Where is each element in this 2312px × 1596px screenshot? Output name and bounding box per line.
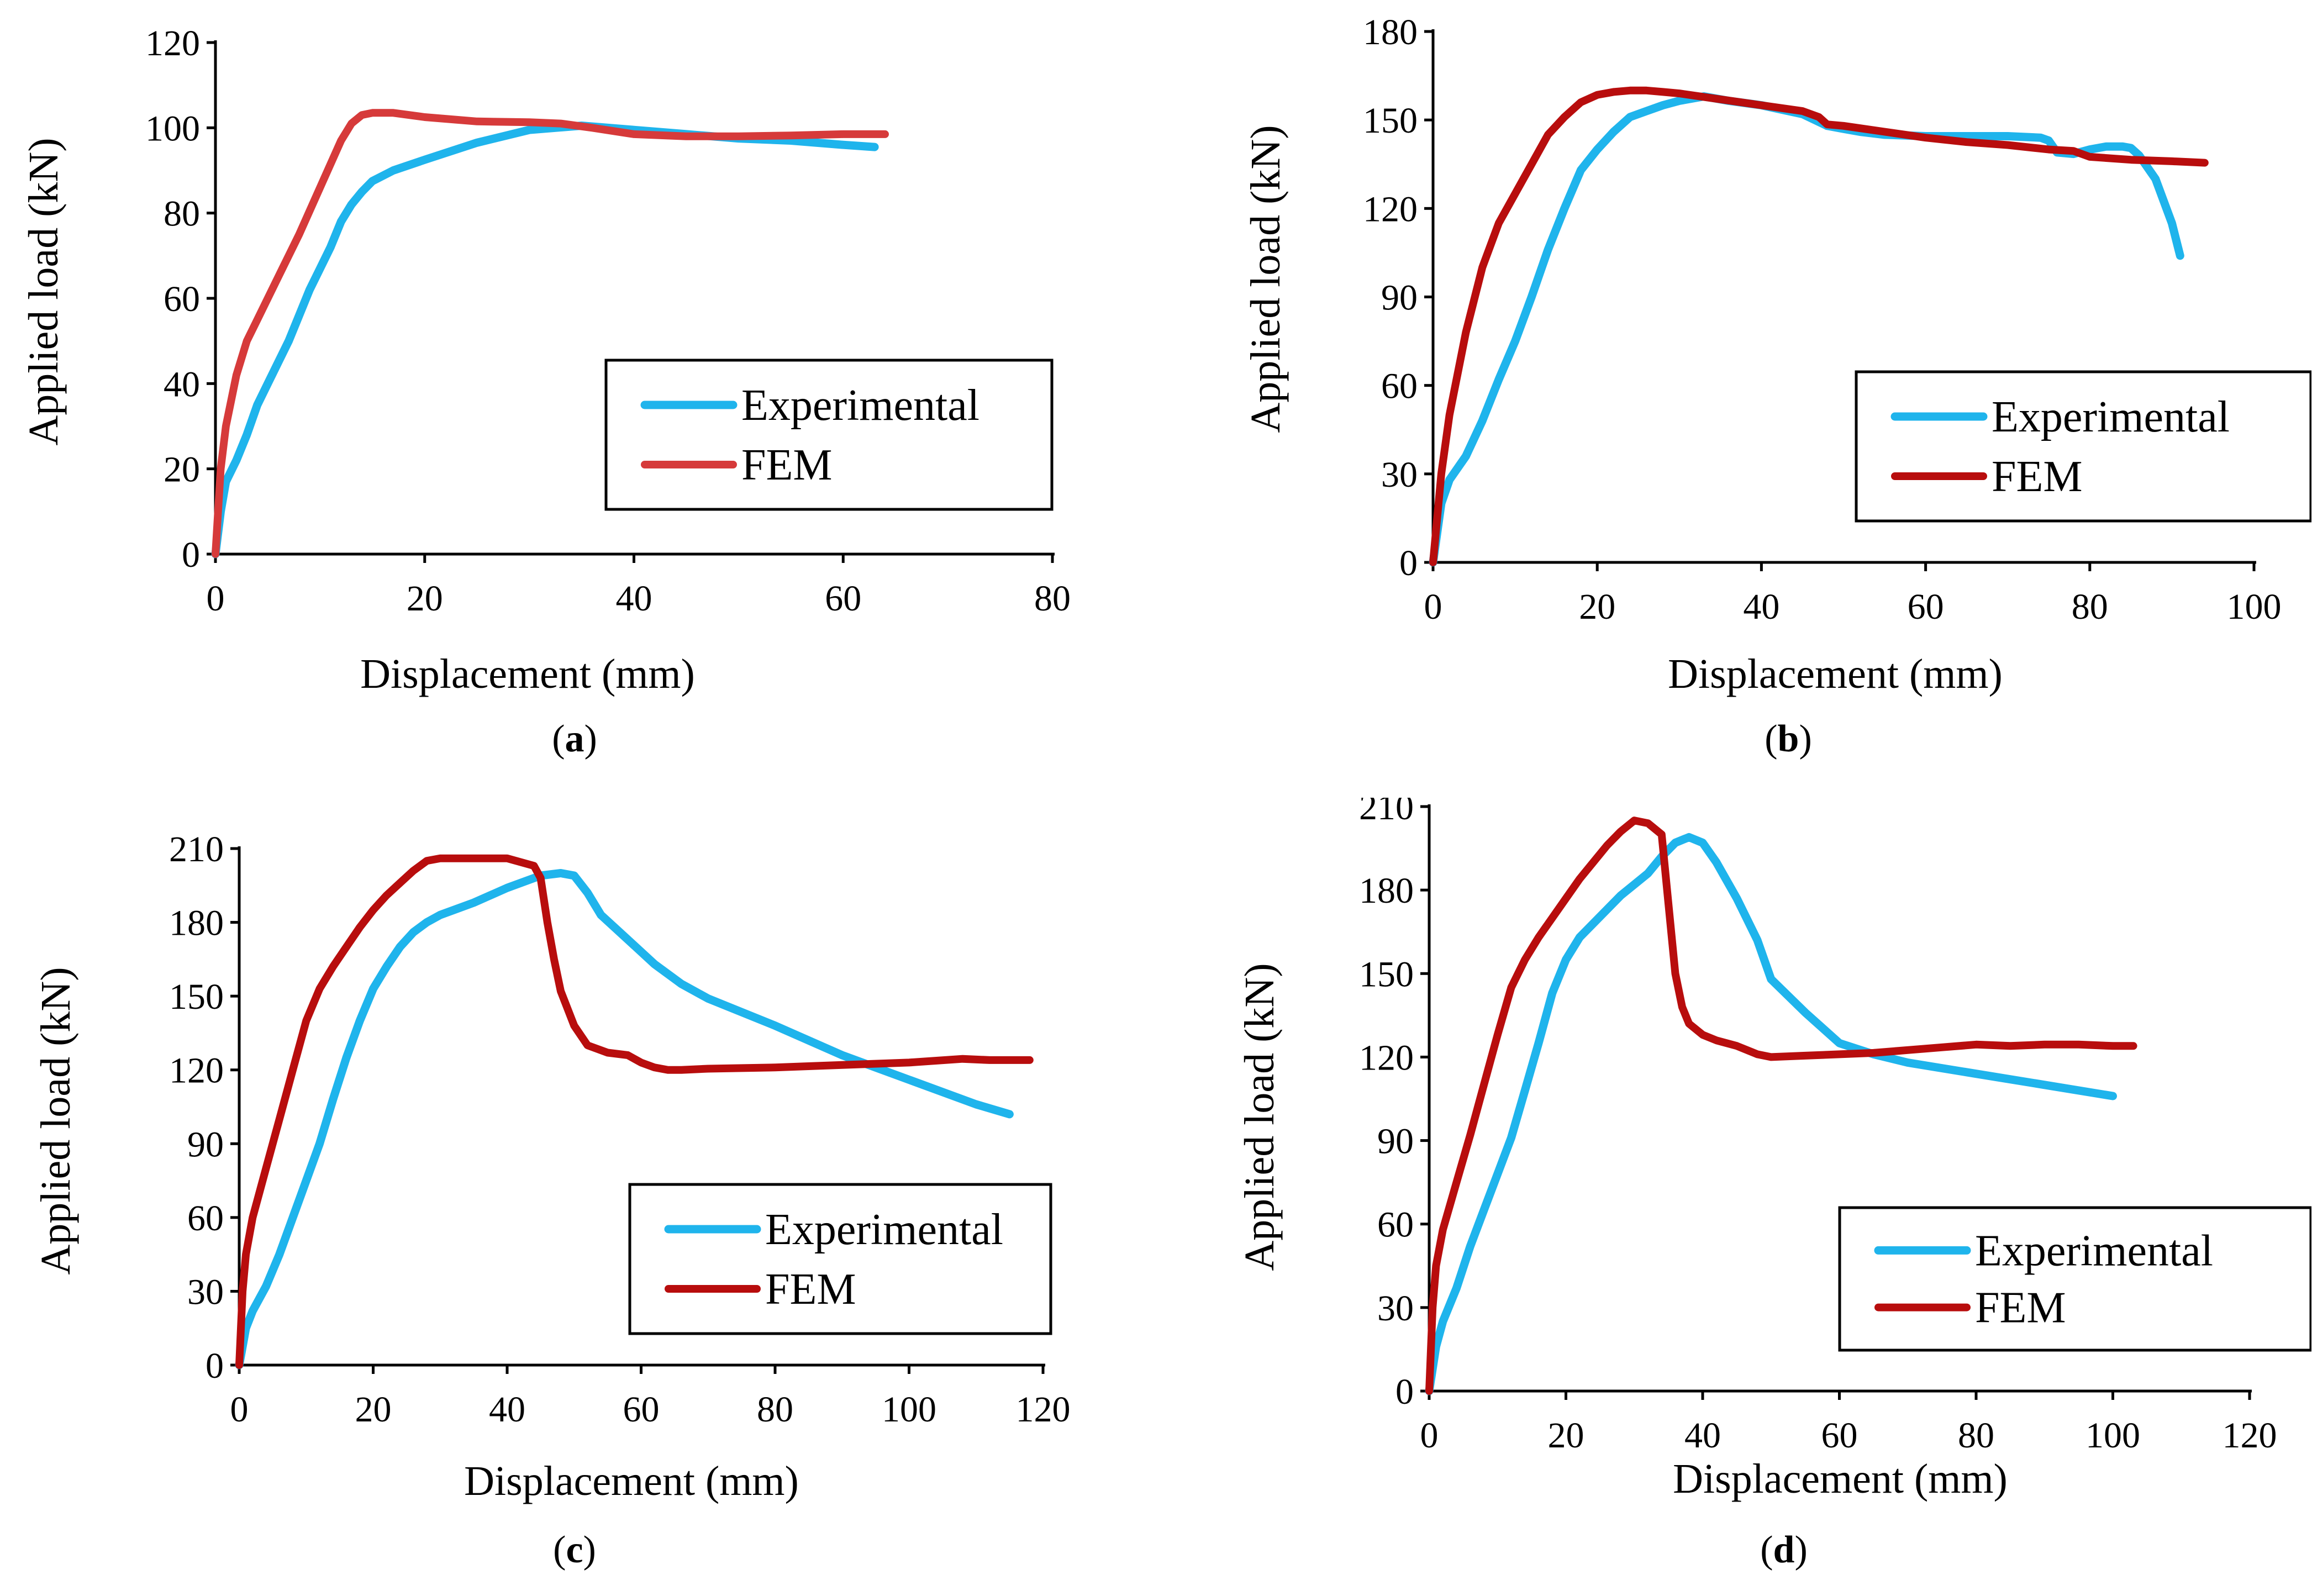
x-tick-label: 0 <box>230 1389 249 1430</box>
y-tick-label: 0 <box>1399 543 1418 583</box>
legend-fem-label: FEM <box>1992 452 2083 501</box>
y-tick-label: 120 <box>169 1051 224 1091</box>
x-tick-label: 40 <box>489 1389 525 1430</box>
x-tick-label: 0 <box>1424 587 1442 627</box>
y-tick-label: 120 <box>1359 1037 1414 1078</box>
caption-open-paren: ( <box>1765 718 1777 760</box>
x-tick-label: 60 <box>623 1389 660 1430</box>
caption-letter: b <box>1778 718 1799 760</box>
y-tick-label: 0 <box>206 1346 224 1386</box>
y-tick-label: 0 <box>1395 1372 1414 1412</box>
x-tick-label: 40 <box>1743 587 1779 627</box>
y-tick-label: 180 <box>1359 871 1414 911</box>
x-tick-label: 0 <box>1420 1415 1439 1456</box>
y-tick-label: 120 <box>1363 189 1418 229</box>
x-axis-title: Displacement (mm) <box>360 651 695 697</box>
caption-open-paren: ( <box>1760 1529 1773 1571</box>
chart-b: 0 30 60 90 120 150 180 0 20 40 60 80 100 Displacement… <box>1156 0 2311 798</box>
y-tick-label: 90 <box>1381 278 1418 318</box>
x-tick-label: 80 <box>1034 578 1071 619</box>
y-tick-label: 20 <box>164 450 200 490</box>
x-axis-title: Displacement (mm) <box>1668 651 2003 697</box>
y-tick-label: 80 <box>164 194 200 234</box>
legend-fem-label: FEM <box>741 441 833 489</box>
x-tick-label: 20 <box>355 1389 392 1430</box>
legend-fem-label: FEM <box>765 1265 856 1314</box>
caption-letter: d <box>1773 1529 1795 1571</box>
chart-panel-a: 0 20 40 60 80 100 120 0 20 40 60 80 Displacement (mm… <box>0 0 1156 798</box>
legend-experimental-label: Experimental <box>741 381 979 430</box>
caption-close-paren: ) <box>584 718 597 760</box>
chart-panel-d: 0 30 60 90 120 150 180 210 0 20 40 60 80 100 120 Displa… <box>1156 798 2311 1595</box>
x-tick-label: 60 <box>1821 1415 1858 1456</box>
x-tick-label: 80 <box>1958 1415 1994 1456</box>
y-tick-label: 0 <box>182 535 200 575</box>
y-axis-title: Applied load (kN) <box>33 967 79 1274</box>
y-tick-label: 90 <box>187 1124 224 1165</box>
legend-experimental-label: Experimental <box>1992 393 2230 441</box>
y-tick-label: 180 <box>169 903 224 944</box>
x-axis-title: Displacement (mm) <box>1673 1456 2008 1502</box>
x-tick-label: 20 <box>1548 1415 1584 1456</box>
x-tick-label: 40 <box>616 578 652 619</box>
legend-experimental-label: Experimental <box>1975 1226 2213 1275</box>
caption-close-paren: ) <box>583 1529 596 1571</box>
y-tick-label: 90 <box>1377 1121 1414 1162</box>
y-tick-label: 60 <box>1377 1205 1414 1245</box>
chart-c: 0 30 60 90 120 150 180 210 0 20 40 60 80 100 120 Displa… <box>0 798 1156 1595</box>
y-tick-label: 180 <box>1363 12 1418 52</box>
x-tick-label: 100 <box>882 1389 936 1430</box>
x-tick-label: 40 <box>1684 1415 1721 1456</box>
caption-close-paren: ) <box>1794 1529 1807 1571</box>
caption-letter: a <box>565 718 584 760</box>
panel-caption: (d) <box>1760 1529 1808 1571</box>
y-tick-label: 60 <box>1381 366 1418 407</box>
caption-letter: c <box>566 1529 583 1571</box>
y-tick-label: 100 <box>145 108 200 149</box>
x-tick-label: 120 <box>1016 1389 1071 1430</box>
legend: Experimental FEM <box>630 1184 1051 1334</box>
y-tick-label: 150 <box>1359 954 1414 994</box>
x-tick-label: 20 <box>407 578 443 619</box>
x-axis-title: Displacement (mm) <box>464 1458 799 1504</box>
chart-panel-b: 0 30 60 90 120 150 180 0 20 40 60 80 100 Displacement… <box>1156 0 2311 798</box>
y-tick-label: 210 <box>1359 798 1414 828</box>
panel-caption: (b) <box>1765 718 1812 760</box>
x-tick-label: 0 <box>207 578 225 619</box>
chart-panel-c: 0 30 60 90 120 150 180 210 0 20 40 60 80 100 120 Displa… <box>0 798 1156 1595</box>
x-tick-label: 80 <box>2072 587 2108 627</box>
legend-fem-label: FEM <box>1975 1284 2066 1332</box>
legend: Experimental FEM <box>1856 372 2311 521</box>
y-tick-label: 60 <box>187 1198 224 1239</box>
x-tick-label: 20 <box>1579 587 1615 627</box>
y-tick-label: 30 <box>1381 455 1418 495</box>
y-tick-label: 150 <box>169 977 224 1017</box>
y-axis-title: Applied load (kN) <box>1236 963 1283 1271</box>
y-tick-label: 210 <box>169 829 224 870</box>
chart-a: 0 20 40 60 80 100 120 0 20 40 60 80 Displacement (mm… <box>0 0 1156 798</box>
y-axis-title: Applied load (kN) <box>20 138 67 445</box>
legend-experimental-label: Experimental <box>765 1205 1003 1254</box>
y-axis-title: Applied load (kN) <box>1242 125 1289 433</box>
y-tick-label: 30 <box>1377 1288 1414 1329</box>
caption-open-paren: ( <box>553 1529 566 1571</box>
caption-close-paren: ) <box>1799 718 1811 760</box>
panel-caption: (c) <box>553 1529 596 1571</box>
x-tick-label: 100 <box>2085 1415 2140 1456</box>
y-tick-label: 30 <box>187 1272 224 1312</box>
y-tick-label: 40 <box>164 364 200 404</box>
legend: Experimental FEM <box>606 360 1052 509</box>
x-tick-label: 80 <box>757 1389 793 1430</box>
caption-open-paren: ( <box>552 718 565 760</box>
x-tick-label: 60 <box>1908 587 1944 627</box>
legend: Experimental FEM <box>1840 1208 2311 1350</box>
y-tick-label: 60 <box>164 279 200 319</box>
y-tick-label: 120 <box>145 23 200 64</box>
chart-d: 0 30 60 90 120 150 180 210 0 20 40 60 80 100 120 Displa… <box>1156 798 2311 1595</box>
x-tick-label: 120 <box>2223 1415 2277 1456</box>
panel-caption: (a) <box>552 718 597 760</box>
y-tick-label: 150 <box>1363 101 1418 141</box>
x-tick-label: 60 <box>825 578 861 619</box>
x-tick-label: 100 <box>2227 587 2282 627</box>
